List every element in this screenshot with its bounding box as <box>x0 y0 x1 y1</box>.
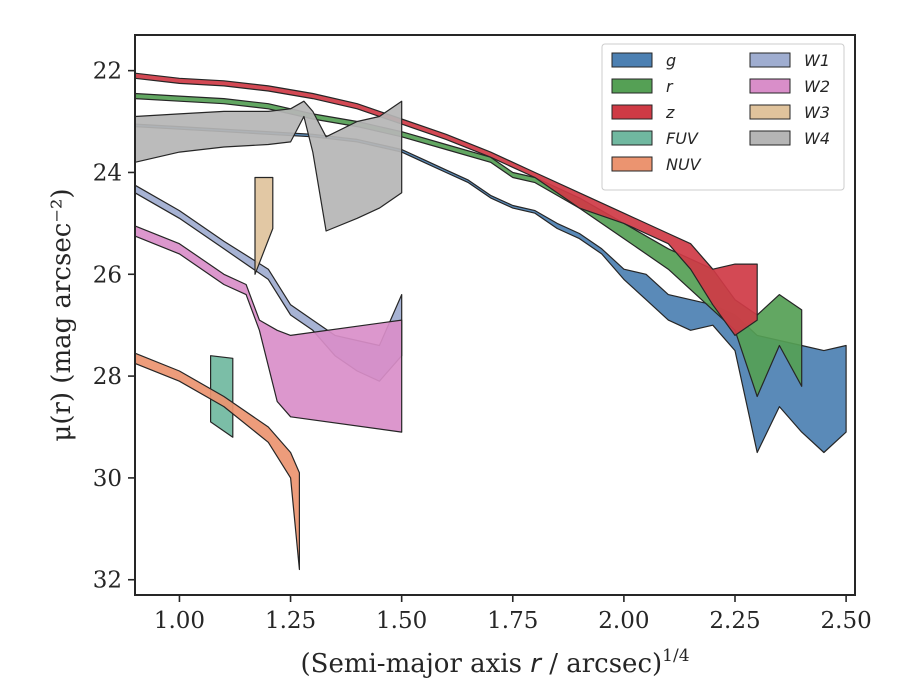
legend-label-nuv: NUV <box>666 155 702 174</box>
x-tick-label: 1.75 <box>487 608 538 634</box>
x-axis-label: (Semi-major axis r / arcsec)1/4 <box>300 646 689 679</box>
band-w2 <box>134 225 403 433</box>
band-nuv <box>134 352 300 571</box>
band-w4 <box>134 100 403 232</box>
legend-swatch-g <box>611 52 653 68</box>
x-tick-label: 1.00 <box>154 608 205 634</box>
y-tick-label: 32 <box>93 568 122 594</box>
legend-swatch-w1 <box>749 52 791 68</box>
x-tick-label: 2.25 <box>709 608 760 634</box>
y-tick-label: 26 <box>93 262 122 288</box>
x-tick-label: 1.50 <box>376 608 427 634</box>
plot-frame <box>134 34 856 596</box>
legend: grz FUV NUV W1 W2 W3 W4 <box>601 43 845 191</box>
legend-swatch-nuv <box>611 156 653 172</box>
legend-label-fuv: FUV <box>666 129 699 148</box>
legend-swatch-fuv <box>611 130 653 146</box>
x-tick-label: 1.25 <box>265 608 316 634</box>
legend-label-w3: W3 <box>804 103 830 122</box>
y-axis-ticks: 22 24 26 28 30 32 <box>93 59 135 594</box>
legend-label-g: g <box>666 51 676 70</box>
band-g <box>134 123 847 454</box>
legend-swatch-w4 <box>749 130 791 146</box>
legend-label-r: r <box>666 77 674 96</box>
band-w3 <box>254 176 274 275</box>
y-tick-label: 30 <box>93 466 122 492</box>
legend-swatch-z <box>611 104 653 120</box>
x-tick-label: 2.00 <box>598 608 649 634</box>
y-tick-label: 22 <box>93 59 122 85</box>
legend-swatch-w3 <box>749 104 791 120</box>
legend-swatch-r <box>611 78 653 94</box>
legend-label-w1: W1 <box>804 51 830 70</box>
legend-label-w2: W2 <box>804 77 830 96</box>
legend-swatch-w2 <box>749 78 791 94</box>
legend-label-w4: W4 <box>804 129 830 148</box>
y-tick-label: 28 <box>93 364 122 390</box>
legend-label-z: z <box>665 103 675 122</box>
y-axis-label: μ(r) (mag arcsec⁻²) <box>47 188 77 441</box>
series-bands <box>134 72 847 571</box>
x-axis-ticks: 1.00 1.25 1.50 1.75 2.00 2.25 2.50 <box>154 595 872 634</box>
y-tick-label: 24 <box>93 160 122 186</box>
x-tick-label: 2.50 <box>821 608 872 634</box>
